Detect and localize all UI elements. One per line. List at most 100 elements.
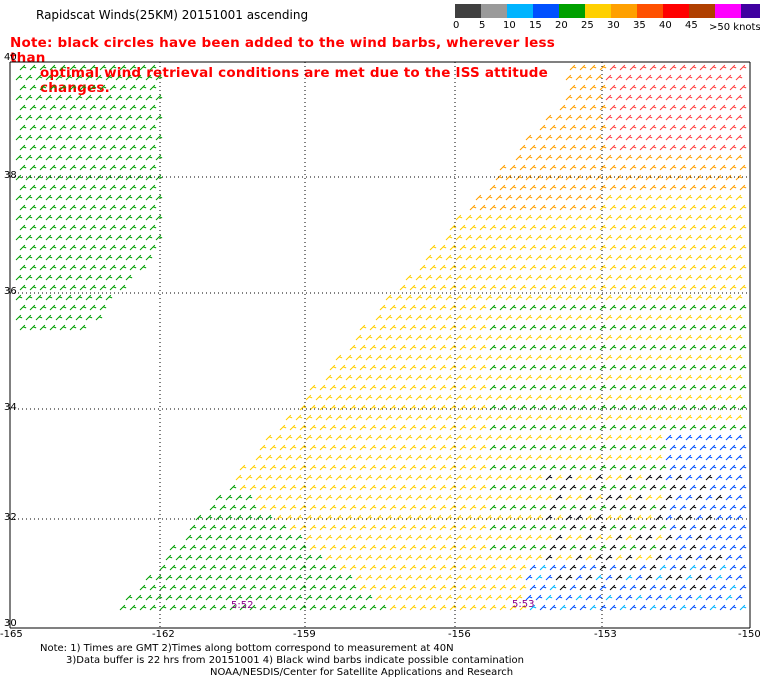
legend-unit: >50 knots bbox=[709, 22, 760, 33]
wind-barb bbox=[155, 214, 163, 221]
wind-barb bbox=[649, 204, 657, 211]
wind-barb bbox=[705, 574, 713, 581]
wind-barb bbox=[399, 444, 407, 451]
wind-barb bbox=[535, 254, 543, 261]
wind-barb bbox=[709, 144, 717, 151]
wind-barb bbox=[229, 604, 237, 611]
wind-barb bbox=[725, 274, 733, 281]
wind-barb bbox=[79, 104, 87, 111]
wind-barb bbox=[445, 414, 453, 421]
wind-barb bbox=[239, 504, 247, 511]
wind-barb bbox=[419, 384, 427, 391]
wind-barb bbox=[309, 464, 317, 471]
wind-barb bbox=[385, 414, 393, 421]
wind-barb bbox=[665, 394, 673, 401]
wind-barb bbox=[85, 74, 93, 81]
wind-barb bbox=[519, 204, 527, 211]
wind-barb bbox=[539, 344, 547, 351]
wind-barb bbox=[349, 604, 357, 611]
wind-barb bbox=[549, 184, 557, 191]
wind-barb bbox=[265, 594, 273, 601]
wind-barb bbox=[505, 374, 513, 381]
wind-barb bbox=[499, 504, 507, 511]
wind-barb bbox=[725, 234, 733, 241]
wind-barb bbox=[455, 294, 463, 301]
wind-barb bbox=[679, 444, 687, 451]
wind-barb bbox=[539, 524, 547, 531]
wind-barb bbox=[685, 574, 693, 581]
wind-barb bbox=[25, 194, 33, 201]
wind-barb bbox=[639, 364, 647, 371]
wind-barb bbox=[465, 214, 473, 221]
wind-barb bbox=[635, 274, 643, 281]
wind-barb bbox=[265, 554, 273, 561]
wind-barb bbox=[539, 484, 547, 491]
wind-barb bbox=[179, 544, 187, 551]
wind-barb bbox=[299, 604, 307, 611]
wind-barb bbox=[509, 584, 517, 591]
wind-barb bbox=[315, 534, 323, 541]
wind-barb bbox=[435, 334, 443, 341]
wind-barb bbox=[329, 484, 337, 491]
wind-barb bbox=[429, 444, 437, 451]
wind-barb bbox=[569, 224, 577, 231]
wind-barb bbox=[619, 204, 627, 211]
wind-barb bbox=[705, 474, 713, 481]
wind-barb bbox=[399, 404, 407, 411]
wind-barb bbox=[329, 604, 337, 611]
wind-barb bbox=[469, 544, 477, 551]
wind-barb bbox=[79, 84, 87, 91]
wind-barb bbox=[519, 144, 527, 151]
wind-barb bbox=[35, 194, 43, 201]
wind-barb bbox=[645, 594, 653, 601]
wind-barb bbox=[375, 374, 383, 381]
wind-barb bbox=[35, 154, 43, 161]
wind-barb bbox=[425, 314, 433, 321]
wind-barb bbox=[465, 334, 473, 341]
wind-barb bbox=[405, 494, 413, 501]
wind-barb bbox=[705, 94, 713, 101]
wind-barb bbox=[589, 324, 597, 331]
wind-barb bbox=[525, 414, 533, 421]
wind-barb bbox=[605, 574, 613, 581]
wind-barb bbox=[725, 414, 733, 421]
wind-barb bbox=[599, 364, 607, 371]
wind-barb bbox=[459, 344, 467, 351]
wind-barb bbox=[299, 524, 307, 531]
wind-barb bbox=[169, 544, 177, 551]
wind-barb bbox=[289, 424, 297, 431]
wind-barb bbox=[669, 304, 677, 311]
wind-barb bbox=[45, 274, 53, 281]
wind-barb bbox=[535, 494, 543, 501]
wind-barb bbox=[599, 404, 607, 411]
wind-barb bbox=[419, 564, 427, 571]
wind-barb bbox=[509, 444, 517, 451]
wind-barb bbox=[335, 414, 343, 421]
wind-barb bbox=[539, 224, 547, 231]
wind-barb bbox=[609, 84, 617, 91]
wind-barb bbox=[235, 534, 243, 541]
wind-barb bbox=[595, 314, 603, 321]
wind-barb bbox=[375, 454, 383, 461]
wind-barb bbox=[109, 64, 117, 71]
wind-barb bbox=[219, 504, 227, 511]
wind-barb bbox=[545, 454, 553, 461]
wind-barb bbox=[535, 274, 543, 281]
wind-barb bbox=[289, 544, 297, 551]
wind-barb bbox=[649, 304, 657, 311]
wind-barb bbox=[655, 374, 663, 381]
wind-barb bbox=[615, 234, 623, 241]
wind-barb bbox=[619, 464, 627, 471]
wind-barb bbox=[739, 104, 747, 111]
wind-barb bbox=[669, 384, 677, 391]
legend-swatch bbox=[715, 4, 741, 18]
wind-barb bbox=[15, 194, 23, 201]
wind-barb bbox=[259, 484, 267, 491]
wind-barb bbox=[409, 344, 417, 351]
wind-barb bbox=[539, 164, 547, 171]
wind-barb bbox=[605, 334, 613, 341]
wind-barb bbox=[99, 84, 107, 91]
wind-barb bbox=[539, 444, 547, 451]
wind-barb bbox=[65, 114, 73, 121]
wind-barb bbox=[649, 264, 657, 271]
